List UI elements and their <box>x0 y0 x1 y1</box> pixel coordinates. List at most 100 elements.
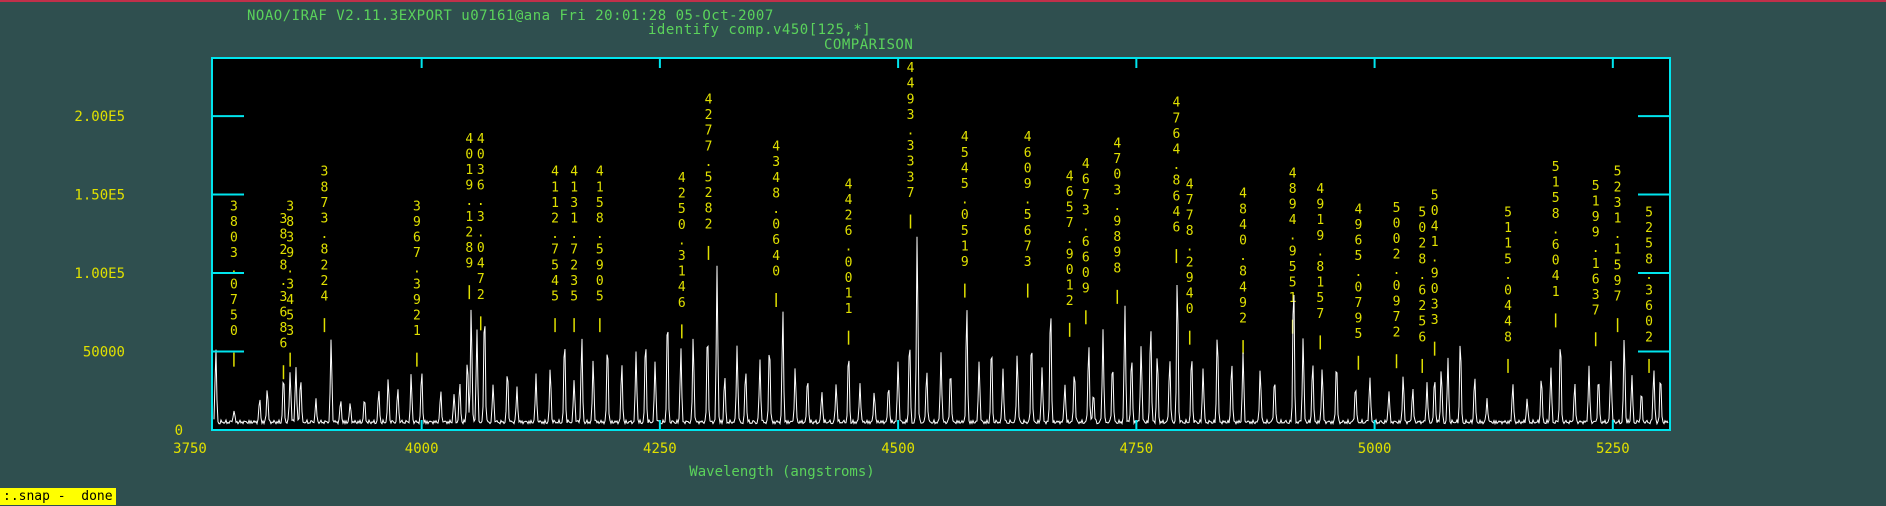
line-id-char: 7 <box>477 272 485 287</box>
line-id-char: 7 <box>551 243 559 258</box>
line-id-char: 1 <box>551 196 559 211</box>
line-id-char: 6 <box>772 233 780 248</box>
line-id-char: 4 <box>465 132 473 147</box>
line-id-char: 8 <box>1113 261 1121 276</box>
line-id-char: 4 <box>1172 205 1180 220</box>
line-id-char: 4 <box>678 280 686 295</box>
line-id-char: 1 <box>1592 257 1600 272</box>
line-id-char: 1 <box>1289 291 1297 306</box>
line-id-char: 5 <box>1614 258 1622 273</box>
line-id-char: 0 <box>230 324 238 339</box>
line-id-char: 4 <box>845 177 853 192</box>
y-tick-label: 1.00E5 <box>74 266 125 282</box>
line-id-char: 3 <box>772 155 780 170</box>
line-id-char: 9 <box>1354 312 1362 327</box>
line-id-char: 2 <box>1645 221 1653 236</box>
line-id-char: 7 <box>907 186 915 201</box>
line-id-char: . <box>321 227 329 242</box>
line-id-char: 4 <box>1504 299 1512 314</box>
line-id-char: 1 <box>465 210 473 225</box>
line-id-char: 0 <box>1239 233 1247 248</box>
line-id-char: 1 <box>1614 212 1622 227</box>
line-id-char: . <box>286 262 294 277</box>
x-tick-label: 3750 <box>173 441 207 457</box>
line-id-char: 9 <box>1316 198 1324 213</box>
line-id-char: 0 <box>1354 280 1362 295</box>
line-id-char: 7 <box>1354 296 1362 311</box>
line-id-char: 3 <box>907 139 915 154</box>
line-id-char: . <box>551 227 559 242</box>
line-id-char: 5 <box>286 308 294 323</box>
line-id-char: 0 <box>1504 284 1512 299</box>
line-id-char: . <box>570 227 578 242</box>
line-id-char: 5 <box>1289 260 1297 275</box>
line-id-char: 6 <box>1024 224 1032 239</box>
y-tick-label: 1.50E5 <box>74 188 125 204</box>
line-id-char: 9 <box>1289 244 1297 259</box>
line-id-char: 2 <box>1393 326 1401 341</box>
line-id-char: . <box>1082 219 1090 234</box>
line-id-char: 0 <box>596 274 604 289</box>
line-id-char: 3 <box>1431 313 1439 328</box>
line-id-char: 5 <box>1418 315 1426 330</box>
line-id-char: 4 <box>551 274 559 289</box>
line-id-char: 2 <box>705 217 713 232</box>
line-id-char: . <box>1316 244 1324 259</box>
line-id-char: 3 <box>907 155 915 170</box>
line-id-char: 9 <box>1066 247 1074 262</box>
line-id-char: . <box>1393 263 1401 278</box>
line-id-char: 4 <box>1239 187 1247 202</box>
line-id-char: 4 <box>570 165 578 180</box>
line-id-char: 5 <box>1066 201 1074 216</box>
x-tick-label: 4500 <box>881 441 915 457</box>
line-id-char: 3 <box>230 246 238 261</box>
line-id-char: 5 <box>1431 188 1439 203</box>
line-id-char: . <box>845 240 853 255</box>
line-id-char: 8 <box>1113 230 1121 245</box>
line-id-char: 4 <box>845 193 853 208</box>
line-id-char: 6 <box>1172 189 1180 204</box>
line-id-char: . <box>413 262 421 277</box>
line-id-char: 4 <box>1552 269 1560 284</box>
line-id-char: 8 <box>1418 252 1426 267</box>
y-tick-label: 0 <box>175 423 183 439</box>
line-id-char: 9 <box>1592 226 1600 241</box>
line-id-char: 5 <box>1393 201 1401 216</box>
line-id-char: . <box>1504 268 1512 283</box>
